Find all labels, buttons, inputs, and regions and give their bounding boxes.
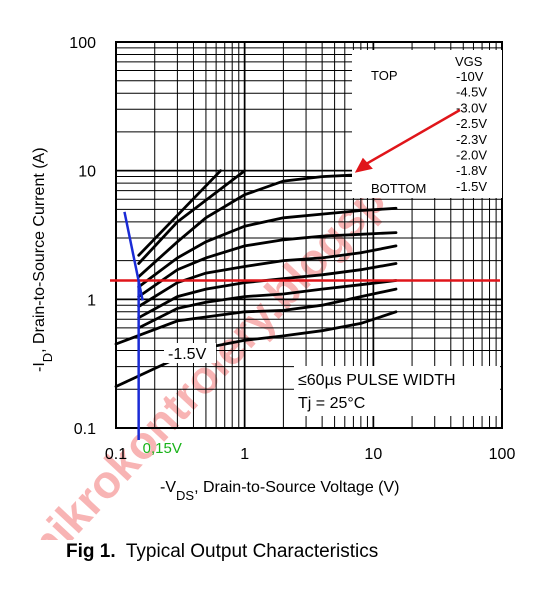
figure-number: Fig 1. [66,541,116,562]
output-characteristics-chart: mikrokontrolery.blogspot.com VGS TOP BOT… [9,35,515,540]
curve-series-10 [114,310,398,388]
figure-caption-text: Typical Output Characteristics [125,541,379,562]
curve-series-5 [137,231,398,298]
pulse-width-note: ≤60µs PULSE WIDTH [298,372,456,389]
legend-top-label: TOP [371,68,398,83]
curve-series-3 [137,173,363,279]
legend-bottom-label: BOTTOM [371,181,426,196]
y-axis-label-rest: , Drain-to-Source Current (A) [31,147,48,352]
y-tick-label: 10 [78,164,96,181]
red-arrow-shaft [364,108,461,166]
marker-voltage-label: 0,15V [143,440,182,457]
vgs-min-label: -1.5V [164,343,216,363]
curve-series-9 [114,287,398,346]
notes: ≤60µs PULSE WIDTH Tj = 25°C [294,366,500,416]
y-axis-label: -ID, Drain-to-Source Current (A) [31,147,55,372]
vgs-min-label-text: -1.5V [168,346,207,363]
legend-entry: -2.5V [456,116,487,131]
y-tick-label: 100 [69,35,96,52]
x-axis-label-rest: , Drain-to-Source Voltage (V) [194,479,399,496]
x-axis-label-main: -V [160,479,176,496]
legend-entry: -10V [456,69,484,84]
legend: VGS TOP BOTTOM -10V-4.5V-3.0V-2.5V-2.3V-… [352,50,502,198]
legend-entry: -3.0V [456,100,487,115]
legend-entry: -2.3V [456,132,487,147]
curve-series-1 [137,169,222,257]
legend-entry: -2.0V [456,148,487,163]
junction-temp-note: Tj = 25°C [298,395,365,412]
tick-labels: 0.1 1 10 100 0.1 1 10 100 [69,35,515,463]
legend-header: VGS [455,54,483,69]
figure-caption: Fig 1. Typical Output Characteristics [66,541,378,563]
curve-series-8 [137,279,398,330]
annotation-overlay: 0,15V [110,108,500,457]
y-axis-label-main: -I [31,362,48,372]
y-tick-label: 0.1 [74,421,96,438]
y-axis-label-sub: D [40,353,55,362]
x-tick-label: 100 [489,446,516,463]
legend-background [352,50,502,198]
legend-entry: -4.5V [456,85,487,100]
curve-series-2 [137,169,247,265]
x-axis-label-sub: DS [176,488,194,503]
notes-background [294,366,500,416]
legend-entry: -1.5V [456,179,487,194]
x-tick-label: 1 [240,446,249,463]
plot-frame [115,41,503,429]
curve-series-4 [137,206,398,289]
x-tick-label: 0.1 [105,446,127,463]
legend-entry: -1.8V [456,163,487,178]
x-axis-label: -VDS, Drain-to-Source Voltage (V) [160,479,399,503]
red-arrow-head [354,157,373,173]
x-tick-label: 10 [364,446,382,463]
y-tick-label: 1 [87,292,96,309]
blue-slope-line [123,211,144,301]
vgs-min-label-background [164,343,216,363]
